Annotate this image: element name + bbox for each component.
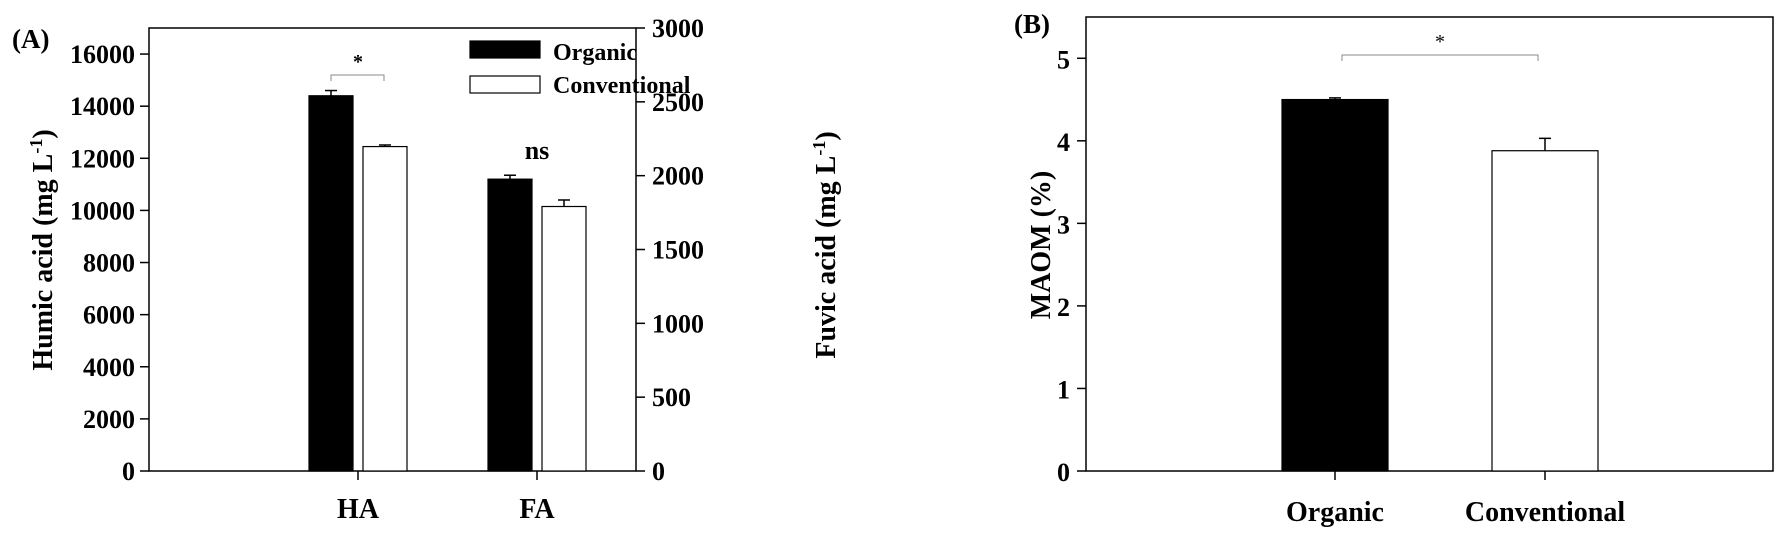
y-right-tick-label: 500: [652, 383, 691, 412]
y-right-tick-label: 1500: [652, 236, 704, 265]
panel-a-y-right-title: Fuvic acid (mg L-1): [809, 131, 842, 358]
x-category-label: Organic: [1286, 497, 1384, 528]
bar-organic: [1281, 98, 1389, 472]
y-tick-label: 3: [1057, 210, 1070, 239]
panel-a-ns-label: ns: [525, 136, 550, 165]
panel-b-categories: Organic Conventional: [1286, 471, 1625, 528]
legend-swatch-organic: [469, 40, 541, 59]
y-tick-label: 0: [1057, 458, 1070, 487]
panel-b-y-axis: 0 1 2 3 4 5: [1057, 45, 1086, 487]
panel-b-label: (B): [1014, 9, 1050, 39]
bar-conventional: [1491, 150, 1599, 472]
panel-a-left-axis: 0 2000 4000 6000 8000 10000 12000 14000 16000: [70, 40, 149, 486]
y-left-tick-label: 6000: [83, 301, 135, 330]
y-right-tick-label: 2000: [652, 162, 704, 191]
panel-a-y-left-title: Humic acid (mg L-1): [26, 129, 59, 370]
panel-b-plot-frame: [1085, 16, 1774, 472]
y-left-tick-label: 16000: [70, 40, 135, 69]
bar-conventional-ha: [362, 145, 408, 472]
panel-a-legend: Organic Conventional: [469, 40, 691, 99]
y-right-tick-label: 3000: [652, 14, 704, 43]
x-category-label: FA: [519, 494, 555, 525]
panel-a-significance-star: *: [353, 51, 363, 73]
y-left-tick-label: 2000: [83, 405, 135, 434]
y-tick-label: 2: [1057, 293, 1070, 322]
bar-organic-ha: [308, 95, 354, 472]
y-left-tick-label: 14000: [70, 92, 135, 121]
panel-b-bars: [1281, 97, 1599, 472]
panel-a: (A) 020004000600080001000012000140001600…: [12, 14, 842, 525]
y-left-tick-label: 8000: [83, 249, 135, 278]
y-left-tick-label: 4000: [83, 353, 135, 382]
legend-label-organic: Organic: [553, 40, 637, 66]
bar-conventional-fa: [541, 205, 587, 472]
legend-swatch-conventional: [469, 75, 541, 94]
panel-a-significance-bracket: [330, 74, 385, 81]
panel-a-categories: HA FA: [337, 471, 555, 525]
y-right-tick-label: 1000: [652, 309, 704, 338]
y-tick-label: 1: [1057, 375, 1070, 404]
y-right-tick-label: 2500: [652, 88, 704, 117]
panel-b-significance-star: *: [1435, 31, 1445, 53]
y-right-tick-label: 0: [652, 457, 665, 486]
y-left-tick-label: 0: [122, 457, 135, 486]
panel-a-bars: [308, 89, 587, 472]
y-left-tick-label: 10000: [70, 196, 135, 225]
panel-a-right-axis: 0 500 1000 1500 2000 2500 3000: [636, 14, 704, 486]
x-category-label: Conventional: [1465, 497, 1625, 528]
panel-b-significance-bracket: [1341, 54, 1539, 61]
panel-b-y-title: MAOM (%): [1026, 171, 1057, 320]
panel-a-label: (A): [12, 24, 49, 54]
x-category-label: HA: [337, 494, 380, 525]
legend-label-conventional: Conventional: [553, 73, 691, 99]
y-tick-label: 4: [1057, 128, 1070, 157]
y-left-tick-label: 12000: [70, 144, 135, 173]
bar-organic-fa: [487, 178, 533, 472]
y-tick-label: 5: [1057, 45, 1070, 74]
